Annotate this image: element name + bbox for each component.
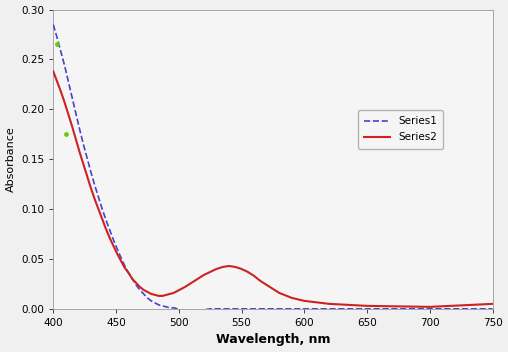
X-axis label: Wavelength, nm: Wavelength, nm: [216, 333, 330, 346]
Point: [53, 42, 61, 47]
Point: [62, 131, 70, 137]
Y-axis label: Absorbance: Absorbance: [6, 126, 16, 192]
Legend: Series1, Series2: Series1, Series2: [358, 110, 443, 149]
